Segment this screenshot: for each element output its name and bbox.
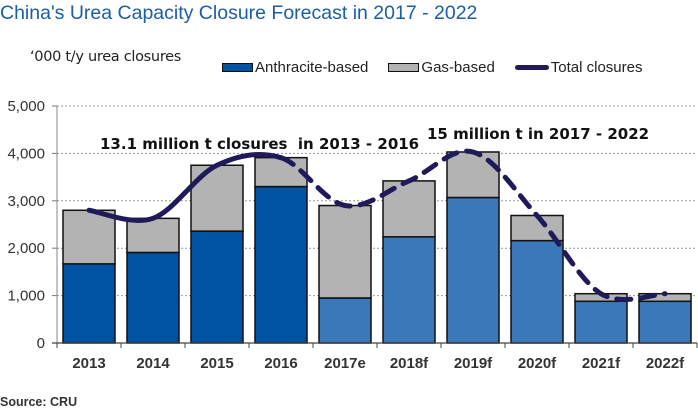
legend-label-total: Total closures bbox=[550, 58, 643, 76]
bar-anthracite-2014 bbox=[126, 251, 180, 344]
bar-gas-2014 bbox=[126, 217, 180, 254]
bar-anthracite-2015 bbox=[190, 230, 244, 344]
x-axis-labels: 2013 2014 2015 2016 2017e 2018f 2019f 2020f 2021… bbox=[72, 355, 685, 372]
total-line-historical bbox=[86, 151, 284, 223]
y-tick-label: 4,000 bbox=[7, 145, 45, 162]
bar-anthracite-2019f bbox=[446, 196, 500, 344]
x-tick-label: 2014 bbox=[136, 355, 170, 372]
source-note: Source: CRU bbox=[0, 395, 78, 409]
bar-gas-2016 bbox=[254, 156, 308, 188]
y-axis-ticks: 0 1,000 2,000 3,000 4,000 5,000 bbox=[7, 98, 57, 352]
x-tick-label: 2020f bbox=[518, 355, 557, 372]
y-tick-label: 3,000 bbox=[7, 193, 45, 210]
bar-anthracite-2016 bbox=[254, 185, 308, 344]
bar-anthracite-2018f bbox=[382, 236, 436, 344]
y-tick-label: 0 bbox=[37, 335, 45, 352]
chart-title: China's Urea Capacity Closure Forecast i… bbox=[0, 2, 478, 24]
total-closures-line bbox=[86, 148, 668, 302]
x-tick-label: 2022f bbox=[646, 355, 685, 372]
legend-item-anthracite: Anthracite-based bbox=[222, 59, 368, 76]
bars bbox=[62, 151, 692, 344]
bar-anthracite-2020f bbox=[510, 239, 564, 344]
bar-anthracite-2017e bbox=[318, 297, 372, 344]
bar-gas-2015 bbox=[190, 164, 244, 232]
x-tick-label: 2015 bbox=[200, 355, 233, 372]
y-axis-unit-label: ‘000 t/y urea closures bbox=[30, 49, 182, 65]
legend-swatch-anthracite bbox=[222, 62, 253, 72]
y-tick-label: 5,000 bbox=[7, 98, 45, 115]
bar-gas-2013 bbox=[62, 209, 116, 265]
total-line-forecast bbox=[278, 148, 668, 302]
legend-swatch-total bbox=[514, 64, 549, 70]
legend-item-total: Total closures bbox=[514, 58, 643, 76]
x-tick-label: 2017e bbox=[324, 355, 366, 372]
annotation-2013-2016: 13.1 million t closures in 2013 - 2016 bbox=[100, 135, 419, 153]
legend-label-gas: Gas-based bbox=[421, 58, 495, 76]
legend: Anthracite-based Gas-based Total closure… bbox=[222, 57, 663, 77]
x-tick-label: 2013 bbox=[72, 355, 105, 372]
legend-label-anthracite: Anthracite-based bbox=[255, 58, 369, 76]
annotation-2017-2022: 15 million t in 2017 - 2022 bbox=[427, 125, 649, 143]
x-tick-label: 2019f bbox=[454, 355, 493, 372]
bar-anthracite-2021f bbox=[574, 300, 628, 344]
bar-gas-2017e bbox=[318, 204, 372, 299]
x-tick-label: 2021f bbox=[582, 355, 621, 372]
axes bbox=[52, 106, 698, 348]
y-tick-label: 1,000 bbox=[7, 288, 45, 305]
legend-swatch-gas bbox=[388, 62, 420, 72]
x-tick-label: 2016 bbox=[264, 355, 297, 372]
y-tick-label: 2,000 bbox=[7, 240, 45, 257]
bar-gas-2019f bbox=[446, 151, 500, 199]
legend-item-gas: Gas-based bbox=[388, 58, 495, 76]
x-tick-label: 2018f bbox=[390, 355, 429, 372]
bar-anthracite-2013 bbox=[62, 263, 116, 344]
bar-anthracite-2022f bbox=[638, 300, 692, 344]
